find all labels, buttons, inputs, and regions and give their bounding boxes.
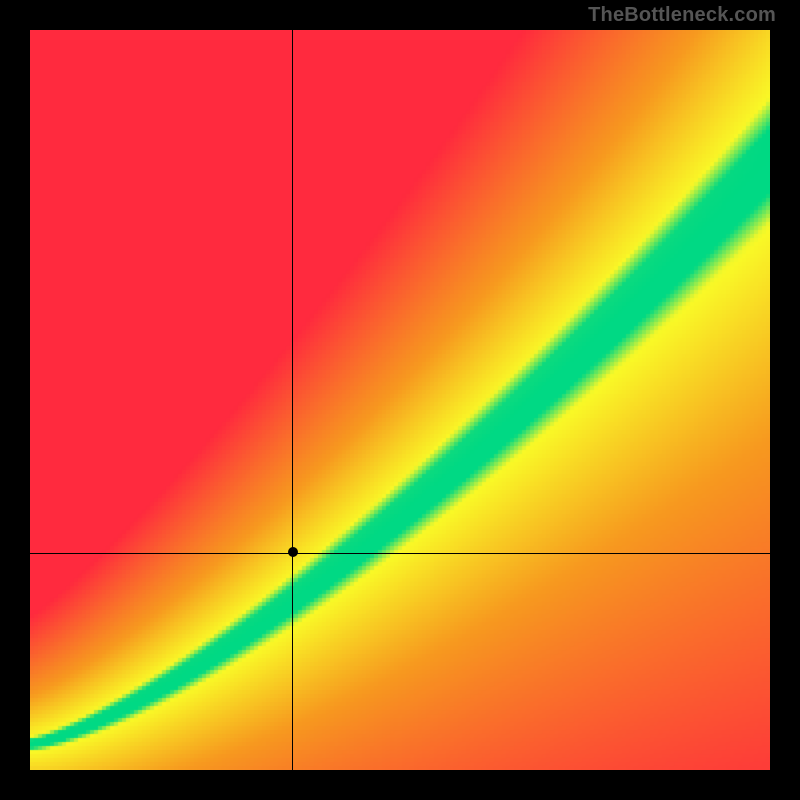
- heatmap-plot-area: [30, 30, 770, 770]
- crosshair-vertical: [292, 30, 293, 770]
- watermark-text: TheBottleneck.com: [588, 4, 776, 27]
- heatmap-inner: [30, 30, 770, 770]
- heatmap-canvas: [30, 30, 770, 770]
- bottleneck-point-marker: [288, 547, 298, 557]
- crosshair-horizontal: [30, 553, 770, 554]
